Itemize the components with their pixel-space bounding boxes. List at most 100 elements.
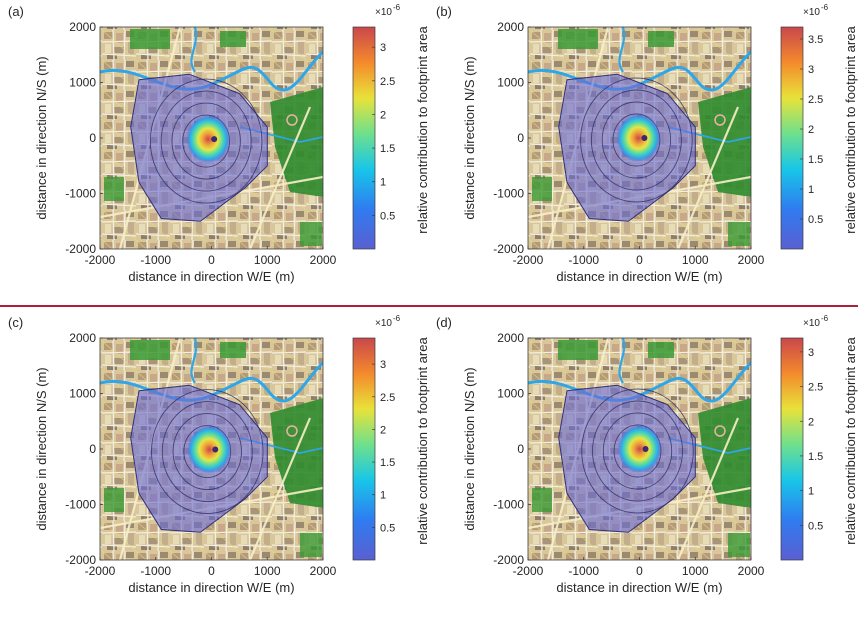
y-tick-label: 0 xyxy=(517,442,524,456)
footprint-overlay xyxy=(558,73,696,222)
x-tick-label: 0 xyxy=(208,253,215,267)
x-tick-label: 1000 xyxy=(254,564,281,578)
colorbar-tick-label: 2.5 xyxy=(808,94,823,106)
colorbar-tick-label: 0.5 xyxy=(380,210,395,222)
footprint-overlay xyxy=(558,384,696,533)
colorbar-label: relative contribution to footprint area xyxy=(843,26,858,234)
colorbar-tick-label: 0.5 xyxy=(808,520,823,532)
contour-line xyxy=(149,78,263,204)
contour-line xyxy=(580,77,693,203)
chart-panel: (a) -2000 -1000 0 1000 2000 2000 1000 0 -1000 -200… xyxy=(8,3,430,284)
footprint-overlay xyxy=(130,384,268,533)
x-tick-label: 2000 xyxy=(310,564,337,578)
contour-line xyxy=(151,389,264,515)
colorbar-exponent: ×10 xyxy=(375,318,392,329)
colorbar xyxy=(352,337,376,561)
x-axis-label: distance in direction W/E (m) xyxy=(128,269,294,284)
x-tick-label: -1000 xyxy=(568,564,599,578)
colorbar xyxy=(780,337,804,561)
colorbar-tick-label: 2 xyxy=(380,109,386,121)
panel-label: (b) xyxy=(436,4,452,19)
contour-line xyxy=(602,412,673,490)
y-axis-label: distance in direction N/S (m) xyxy=(34,367,49,530)
x-tick-label: -2000 xyxy=(85,253,116,267)
colorbar-label: relative contribution to footprint area xyxy=(415,26,430,234)
x-tick-label: 2000 xyxy=(310,253,337,267)
colorbar-tick-label: 1.5 xyxy=(808,451,823,463)
colorbar-tick-label: 2.5 xyxy=(380,76,395,88)
y-tick-label: -1000 xyxy=(65,498,96,512)
x-tick-label: 0 xyxy=(208,564,215,578)
y-tick-label: 1000 xyxy=(69,76,96,90)
x-axis-label: distance in direction W/E (m) xyxy=(556,580,722,595)
y-tick-label: -2000 xyxy=(493,553,524,567)
colorbar-exponent-power: -6 xyxy=(393,314,401,323)
contour-line xyxy=(601,101,672,179)
footprint-peak xyxy=(617,425,662,473)
x-tick-label: 1000 xyxy=(682,564,709,578)
x-tick-label: 1000 xyxy=(682,253,709,267)
y-tick-label: -2000 xyxy=(65,553,96,567)
colorbar-exponent: ×10 xyxy=(375,7,392,18)
x-tick-label: -2000 xyxy=(513,253,544,267)
y-tick-label: 1000 xyxy=(497,76,524,90)
y-axis-label: distance in direction N/S (m) xyxy=(462,56,477,219)
y-tick-label: 0 xyxy=(517,131,524,145)
x-tick-label: -1000 xyxy=(568,253,599,267)
panel-label: (c) xyxy=(8,315,23,330)
y-tick-label: 0 xyxy=(89,131,96,145)
y-tick-label: -1000 xyxy=(493,187,524,201)
footprint-peak xyxy=(187,425,232,474)
colorbar-tick-label: 2 xyxy=(808,416,814,428)
contour-line xyxy=(581,388,694,514)
colorbar-tick-label: 2 xyxy=(380,424,386,436)
y-tick-label: -1000 xyxy=(65,187,96,201)
chart-panel: (b) -2000 -1000 0 1000 2000 2000 1000 0 -1000 -200… xyxy=(436,3,858,284)
colorbar-tick-label: 2.5 xyxy=(380,392,395,404)
colorbar-label: relative contribution to footprint area xyxy=(843,337,858,545)
colorbar-tick-label: 1 xyxy=(380,490,386,502)
y-tick-label: -1000 xyxy=(493,498,524,512)
chart-panel: (d) -2000 -1000 0 1000 2000 2000 1000 0 -1000 -200… xyxy=(436,314,858,595)
x-tick-label: -1000 xyxy=(140,564,171,578)
y-tick-label: 1000 xyxy=(69,387,96,401)
y-tick-label: -2000 xyxy=(65,242,96,256)
colorbar-exponent: ×10 xyxy=(803,7,820,18)
y-tick-label: 1000 xyxy=(497,387,524,401)
y-tick-label: 2000 xyxy=(69,20,96,34)
y-tick-label: -2000 xyxy=(493,242,524,256)
x-tick-label: 0 xyxy=(636,253,643,267)
contour-line xyxy=(171,102,241,180)
x-tick-label: -1000 xyxy=(140,253,171,267)
colorbar-tick-label: 3 xyxy=(380,359,386,371)
colorbar-exponent-power: -6 xyxy=(821,314,829,323)
colorbar-exponent-power: -6 xyxy=(393,3,401,12)
footprint-overlay xyxy=(130,73,268,222)
colorbar-label: relative contribution to footprint area xyxy=(415,337,430,545)
colorbar-tick-label: 3 xyxy=(808,64,814,76)
chart-panel: (c) -2000 -1000 0 1000 2000 2000 1000 0 -1000 -200… xyxy=(8,314,430,595)
x-axis-label: distance in direction W/E (m) xyxy=(128,580,294,595)
tower-marker xyxy=(211,136,218,143)
y-axis-label: distance in direction N/S (m) xyxy=(34,56,49,219)
x-tick-label: 0 xyxy=(636,564,643,578)
contour-line xyxy=(590,89,682,191)
colorbar-tick-label: 3 xyxy=(380,42,386,54)
y-tick-label: 2000 xyxy=(69,331,96,345)
y-tick-label: 2000 xyxy=(497,20,524,34)
colorbar-exponent-power: -6 xyxy=(821,3,829,12)
x-axis-label: distance in direction W/E (m) xyxy=(556,269,722,284)
colorbar-tick-label: 1 xyxy=(380,177,386,189)
colorbar-tick-label: 3 xyxy=(808,347,814,359)
footprint-peak xyxy=(186,115,231,164)
colorbar xyxy=(780,26,804,250)
y-tick-label: 0 xyxy=(89,442,96,456)
panel-label: (a) xyxy=(8,4,24,19)
colorbar-tick-label: 0.5 xyxy=(808,214,823,226)
colorbar-tick-label: 1 xyxy=(808,184,814,196)
colorbar-tick-label: 2.5 xyxy=(808,382,823,394)
x-tick-label: 2000 xyxy=(738,564,765,578)
y-tick-label: 2000 xyxy=(497,331,524,345)
tower-marker xyxy=(642,446,649,452)
